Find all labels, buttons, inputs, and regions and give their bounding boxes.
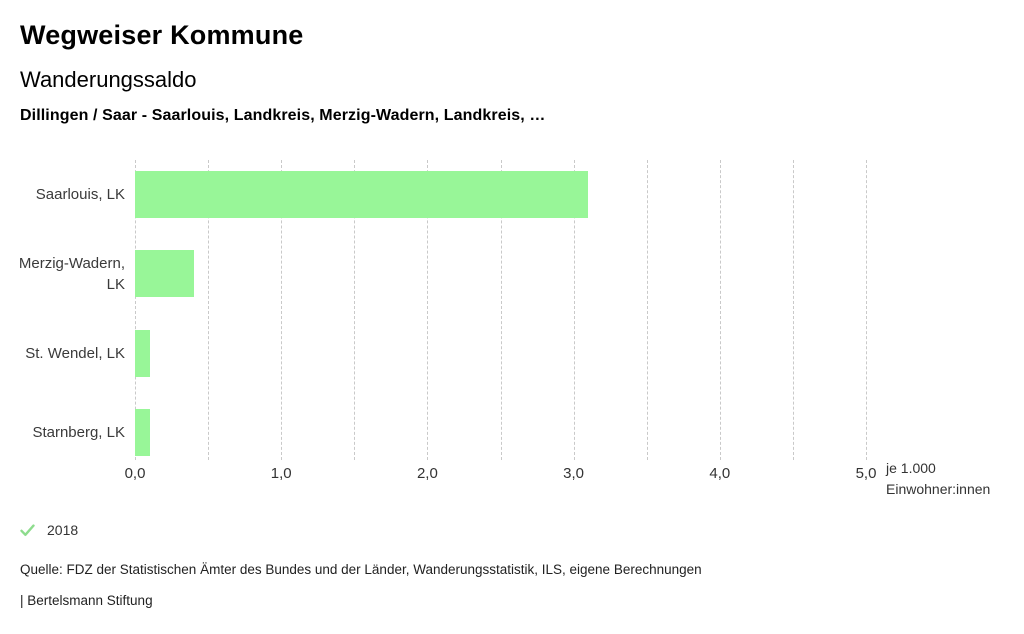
bar-merzig-wadern-lk[interactable] [135,250,194,298]
bar-chart: Saarlouis, LK Merzig-Wadern, LK St. Wendel… [0,160,990,500]
legend-year-label: 2018 [47,522,79,538]
x-tick-label: 5,0 [855,465,877,482]
gridline [354,160,356,460]
gridline [866,160,867,460]
x-tick-label: 2,0 [416,465,438,482]
chart-title: Wanderungssaldo [20,67,197,92]
bar-starnberg-lk[interactable] [135,409,150,457]
gridline [500,160,502,460]
category-label-merzig-wadern-lk: Merzig-Wadern, LK [18,254,125,293]
chart-comparison-subtitle: Dillingen / Saar - Saarlouis, Landkreis,… [20,107,546,124]
source-text: Quelle: FDZ der Statistischen Ämter des … [20,562,702,577]
plot-area [135,160,867,460]
header: Wegweiser Kommune Wanderungssaldo Dillin… [20,18,1004,125]
category-label-saarlouis-lk: Saarlouis, LK [35,185,125,203]
checkmark-icon [20,523,35,537]
gridline [427,160,429,460]
gridline [719,160,721,460]
axis-unit-line2: Einwohner:innen [886,481,991,497]
category-label-starnberg-lk: Starnberg, LK [32,424,125,442]
bar-saarlouis-lk[interactable] [135,170,589,218]
x-tick-label: 3,0 [563,465,585,482]
gridline [135,160,136,460]
branding-text: | Bertelsmann Stiftung [20,593,153,608]
gridline [573,160,575,460]
legend-year-toggle[interactable]: 2018 [20,522,78,538]
gridline [208,160,210,460]
category-label-st-wendel-lk: St. Wendel, LK [25,344,125,362]
gridline [281,160,283,460]
page-title: Wegweiser Kommune [20,20,304,50]
gridline [792,160,794,460]
axis-unit-label: je 1.000 Einwohner:innen [886,458,990,500]
x-axis-ticks: 0,0 1,0 2,0 3,0 4,0 5,0 [125,465,877,485]
y-axis-labels: Saarlouis, LK Merzig-Wadern, LK St. Wendel… [0,160,125,460]
x-tick-label: 1,0 [270,465,292,482]
x-tick-label: 0,0 [124,465,146,482]
axis-unit-line1: je 1.000 [886,460,936,476]
bar-st-wendel-lk[interactable] [135,329,150,377]
gridline [646,160,648,460]
x-tick-label: 4,0 [709,465,731,482]
